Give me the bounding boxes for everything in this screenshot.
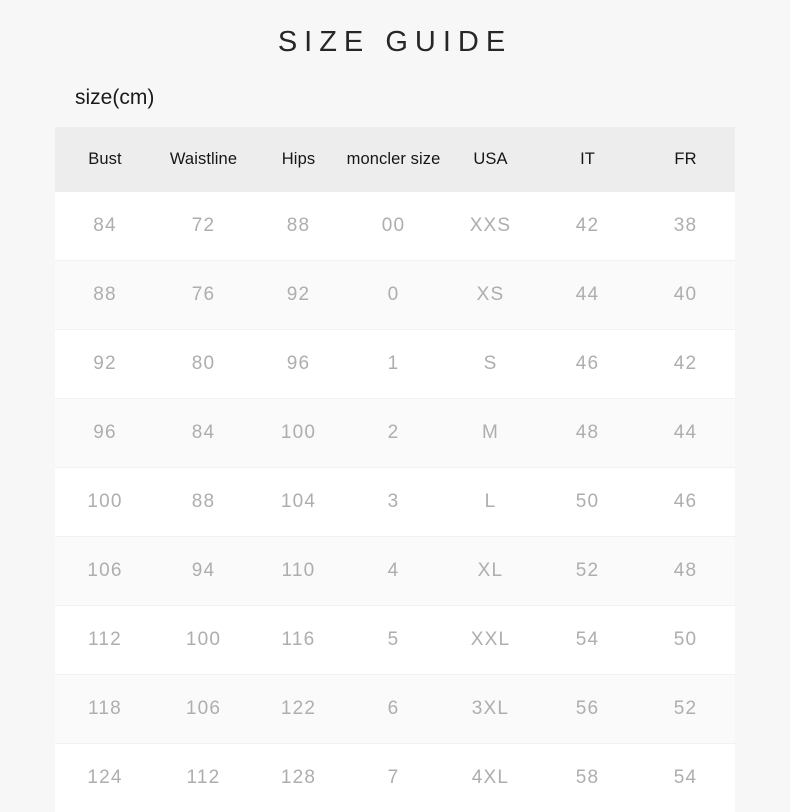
column-header-usa: USA: [442, 127, 539, 192]
cell-fr: 38: [636, 192, 735, 261]
cell-moncler-size: 4: [345, 537, 442, 606]
cell-it: 58: [539, 744, 636, 812]
cell-moncler-size: 7: [345, 744, 442, 812]
cell-waistline: 112: [155, 744, 252, 812]
cell-waistline: 76: [155, 261, 252, 330]
cell-bust: 92: [55, 330, 155, 399]
cell-usa: XXL: [442, 606, 539, 675]
cell-usa: XL: [442, 537, 539, 606]
cell-bust: 84: [55, 192, 155, 261]
size-guide-table: Bust Waistline Hips moncler size USA IT …: [55, 127, 735, 812]
cell-it: 50: [539, 468, 636, 537]
cell-moncler-size: 3: [345, 468, 442, 537]
cell-bust: 118: [55, 675, 155, 744]
cell-usa: 3XL: [442, 675, 539, 744]
cell-hips: 122: [252, 675, 345, 744]
cell-hips: 116: [252, 606, 345, 675]
column-header-waistline: Waistline: [155, 127, 252, 192]
cell-bust: 112: [55, 606, 155, 675]
cell-usa: S: [442, 330, 539, 399]
cell-moncler-size: 2: [345, 399, 442, 468]
cell-bust: 100: [55, 468, 155, 537]
cell-moncler-size: 6: [345, 675, 442, 744]
cell-fr: 48: [636, 537, 735, 606]
cell-hips: 104: [252, 468, 345, 537]
cell-moncler-size: 00: [345, 192, 442, 261]
cell-hips: 128: [252, 744, 345, 812]
cell-it: 48: [539, 399, 636, 468]
cell-hips: 88: [252, 192, 345, 261]
cell-hips: 100: [252, 399, 345, 468]
cell-waistline: 84: [155, 399, 252, 468]
cell-usa: 4XL: [442, 744, 539, 812]
cell-waistline: 88: [155, 468, 252, 537]
cell-fr: 40: [636, 261, 735, 330]
cell-moncler-size: 5: [345, 606, 442, 675]
column-header-fr: FR: [636, 127, 735, 192]
cell-moncler-size: 0: [345, 261, 442, 330]
cell-it: 44: [539, 261, 636, 330]
column-header-hips: Hips: [252, 127, 345, 192]
cell-fr: 50: [636, 606, 735, 675]
cell-bust: 88: [55, 261, 155, 330]
cell-waistline: 94: [155, 537, 252, 606]
size-unit-label: size(cm): [75, 86, 154, 110]
cell-it: 52: [539, 537, 636, 606]
page-title: SIZE GUIDE: [0, 26, 790, 59]
table-header-row: Bust Waistline Hips moncler size USA IT …: [55, 127, 735, 192]
cell-moncler-size: 1: [345, 330, 442, 399]
cell-it: 56: [539, 675, 636, 744]
cell-fr: 46: [636, 468, 735, 537]
cell-fr: 42: [636, 330, 735, 399]
table-header: Bust Waistline Hips moncler size USA IT …: [55, 127, 735, 192]
column-header-moncler-size: moncler size: [345, 127, 442, 192]
cell-waistline: 80: [155, 330, 252, 399]
cell-bust: 106: [55, 537, 155, 606]
cell-waistline: 106: [155, 675, 252, 744]
cell-it: 46: [539, 330, 636, 399]
cell-waistline: 72: [155, 192, 252, 261]
column-header-it: IT: [539, 127, 636, 192]
cell-bust: 124: [55, 744, 155, 812]
cell-fr: 54: [636, 744, 735, 812]
cell-usa: XXS: [442, 192, 539, 261]
cell-fr: 52: [636, 675, 735, 744]
column-header-bust: Bust: [55, 127, 155, 192]
cell-hips: 96: [252, 330, 345, 399]
cell-fr: 44: [636, 399, 735, 468]
size-guide-table-container: Bust Waistline Hips moncler size USA IT …: [55, 127, 735, 812]
cell-usa: M: [442, 399, 539, 468]
cell-waistline: 100: [155, 606, 252, 675]
cell-hips: 92: [252, 261, 345, 330]
cell-it: 42: [539, 192, 636, 261]
cell-usa: L: [442, 468, 539, 537]
cell-bust: 96: [55, 399, 155, 468]
cell-it: 54: [539, 606, 636, 675]
cell-usa: XS: [442, 261, 539, 330]
cell-hips: 110: [252, 537, 345, 606]
